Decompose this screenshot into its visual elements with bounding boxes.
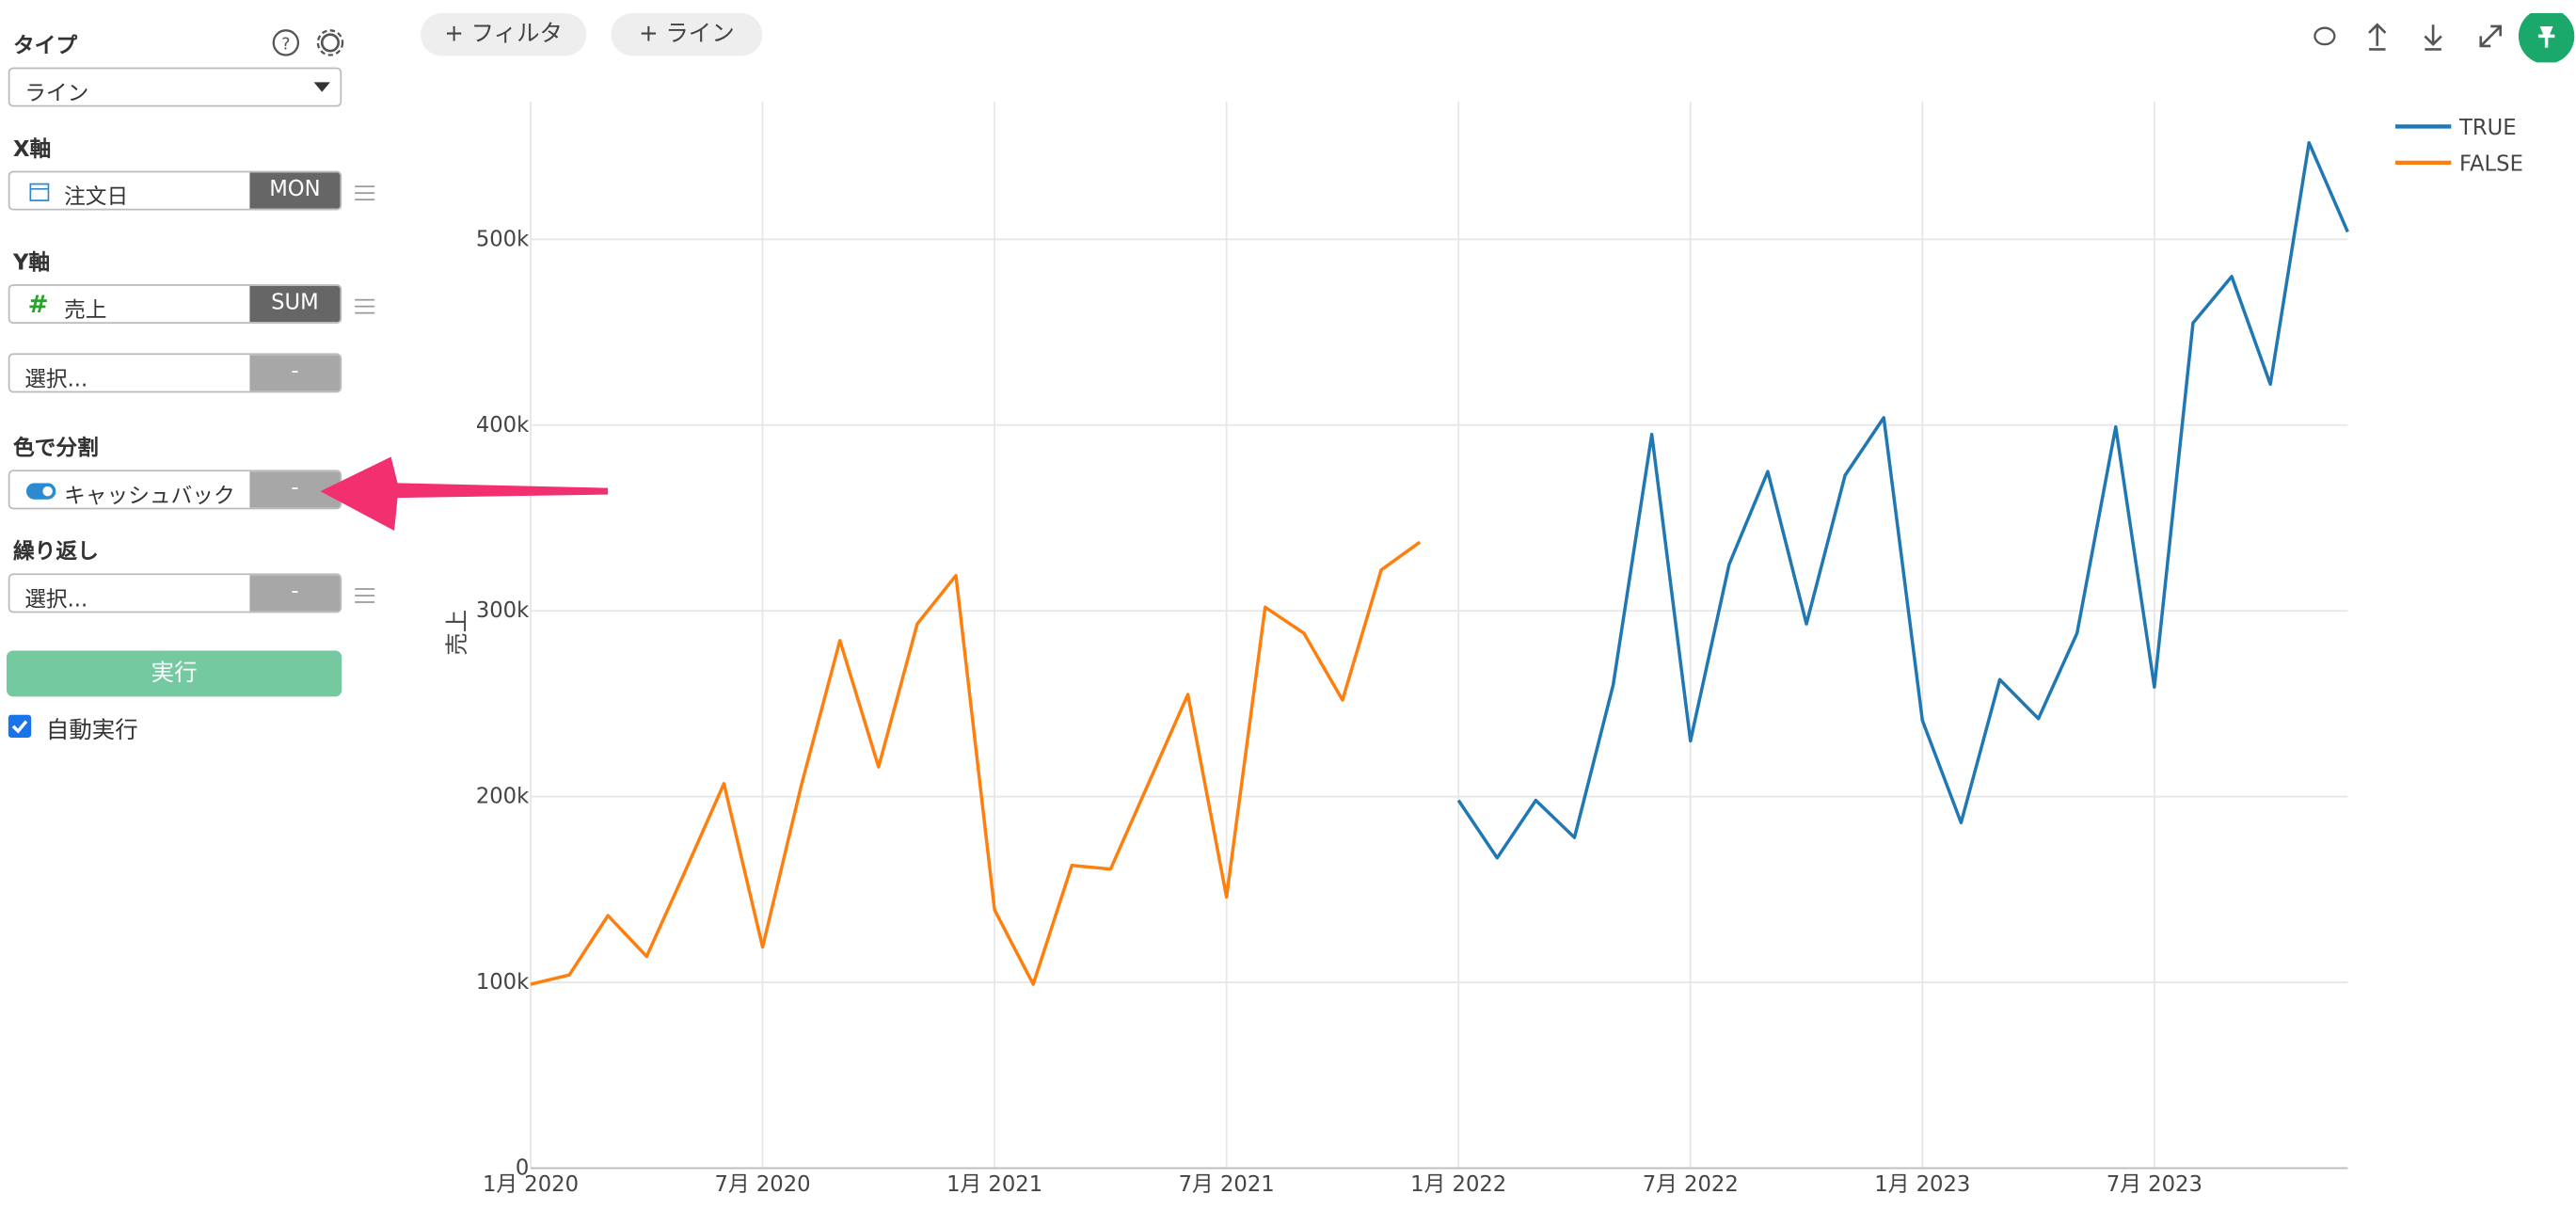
- x-tick-label: 1月 2020: [483, 1172, 579, 1197]
- repeat-agg[interactable]: -: [249, 575, 341, 612]
- legend-label: FALSE: [2459, 152, 2523, 177]
- y-field-name: 売上: [64, 298, 107, 325]
- auto-run-checkbox[interactable]: [8, 714, 33, 740]
- repeat-label: 繰り返し: [12, 540, 99, 565]
- y-tick-label: 200k: [476, 785, 530, 809]
- auto-run-label: 自動実行: [45, 718, 138, 745]
- legend-label: TRUE: [2458, 116, 2517, 140]
- drag-handle[interactable]: [355, 295, 375, 319]
- y-axis-label: 売上: [443, 610, 470, 656]
- filter-button[interactable]: + フィルタ: [421, 12, 587, 56]
- y2-field-name: 選択...: [24, 368, 88, 393]
- type-label: タイプ: [12, 34, 78, 59]
- y-tick-label: 400k: [476, 413, 530, 438]
- x-tick-label: 7月 2023: [2107, 1172, 2202, 1197]
- color-field-name: キャッシュバック: [64, 485, 235, 510]
- annotation-arrow: [320, 456, 609, 532]
- toolbar-icons[interactable]: [2300, 12, 2576, 63]
- svg-text:?: ?: [281, 35, 290, 54]
- x-tick-label: 1月 2022: [1410, 1172, 1506, 1197]
- type-select[interactable]: ライン: [8, 67, 342, 107]
- y2-agg[interactable]: -: [249, 355, 341, 391]
- color-field[interactable]: キャッシュバック -: [8, 470, 342, 510]
- color-label: 色で分割: [12, 437, 99, 462]
- y-tick-label: 300k: [476, 598, 530, 623]
- x-tick-label: 7月 2020: [715, 1172, 811, 1197]
- x-field[interactable]: 注文日 MON: [8, 170, 342, 211]
- y-tick-label: 500k: [476, 227, 530, 251]
- drag-handle[interactable]: [355, 181, 375, 205]
- x-tick-label: 1月 2021: [946, 1172, 1042, 1197]
- type-value: ライン: [24, 82, 89, 107]
- x-label: X軸: [12, 137, 52, 163]
- x-tick-label: 7月 2021: [1179, 1172, 1275, 1197]
- add-line-button[interactable]: + ライン: [611, 12, 763, 56]
- y-tick-label: 0: [516, 1156, 529, 1181]
- series-line: [1456, 140, 2349, 860]
- y2-field[interactable]: 選択... -: [8, 353, 342, 393]
- y-tick-label: 100k: [476, 970, 530, 995]
- x-tick-label: 7月 2022: [1643, 1172, 1739, 1197]
- x-tick-label: 1月 2023: [1874, 1172, 1970, 1197]
- y-agg[interactable]: SUM: [249, 285, 341, 323]
- drag-handle[interactable]: [355, 583, 375, 608]
- y-label: Y軸: [12, 251, 51, 277]
- series-line: [530, 540, 1422, 986]
- dropdown-caret: [313, 82, 330, 92]
- x-agg[interactable]: MON: [249, 172, 341, 209]
- run-button[interactable]: 実行: [6, 650, 342, 697]
- y-field[interactable]: # 売上 SUM: [8, 284, 342, 325]
- help-settings-icons[interactable]: ?: [271, 28, 353, 61]
- repeat-field[interactable]: 選択... -: [8, 573, 342, 613]
- number-icon: #: [27, 289, 49, 319]
- x-field-name: 注文日: [64, 185, 129, 211]
- calendar-icon: [29, 183, 50, 201]
- repeat-field-name: 選択...: [24, 588, 88, 613]
- toggle-icon: [25, 483, 56, 500]
